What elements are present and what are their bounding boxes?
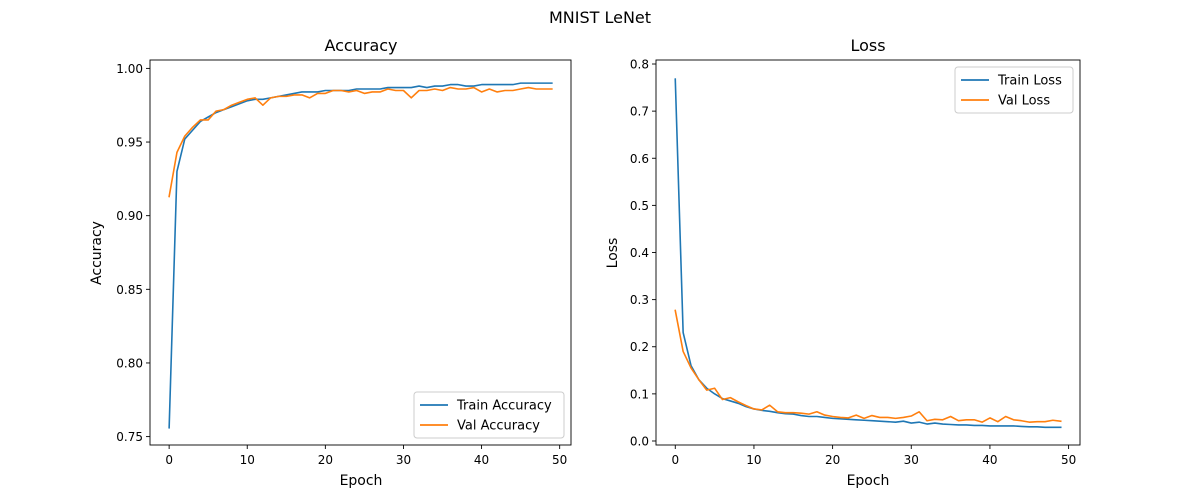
loss-y-tick-label: 0.1 [630,387,649,401]
loss-x-tick-label: 50 [1061,453,1076,467]
accuracy-series-val-line [168,86,553,198]
loss-y-axis-label: Loss [605,238,621,269]
loss-legend: Train Loss Val Loss [954,66,1074,114]
loss-y-tick-label: 0.3 [630,293,649,307]
accuracy-x-tick-label: 20 [318,453,333,467]
loss-y-tick-label: 0.6 [630,152,649,166]
accuracy-x-tick-label: 30 [396,453,411,467]
loss-y-tick-label: 0.4 [630,246,649,260]
loss-x-axis-label: Epoch [847,473,890,489]
loss-series-val-line [674,309,1062,423]
accuracy-x-axis-label: Epoch [340,473,383,489]
accuracy-legend-label: Val Accuracy [457,419,540,434]
accuracy-x-tick-label: 10 [240,453,255,467]
loss-series-train-line [674,78,1062,429]
accuracy-x-tick-label: 0 [165,453,173,467]
loss-y-tick-label: 0.0 [630,434,649,448]
accuracy-y-tick-label: 0.95 [116,136,143,150]
loss-x-tick-label: 40 [982,453,997,467]
accuracy-y-tick-label: 1.00 [116,62,143,76]
loss-panel-title: Loss [850,36,885,55]
accuracy-legend-label: Train Accuracy [456,399,552,414]
loss-y-tick-label: 0.7 [630,105,649,119]
accuracy-panel-title: Accuracy [324,36,397,55]
accuracy-panel: Accuracy Epoch Accuracy 0 10 20 30 40 50 0.75 0… [89,36,572,489]
figure-title: MNIST LeNet [549,8,651,27]
accuracy-y-axis-label: Accuracy [89,221,105,285]
loss-legend-label: Val Loss [998,94,1050,109]
loss-y-tick-label: 0.8 [630,58,649,72]
loss-legend-label: Train Loss [997,74,1062,89]
accuracy-y-tick-label: 0.85 [116,283,143,297]
loss-x-tick-label: 0 [671,453,679,467]
loss-x-tick-label: 30 [904,453,919,467]
loss-x-tick-label: 20 [825,453,840,467]
accuracy-series-train-line [168,82,553,429]
accuracy-y-tick-label: 0.80 [116,356,143,370]
loss-axes-frame [655,59,1081,446]
accuracy-x-tick-label: 40 [474,453,489,467]
accuracy-axes-frame [149,59,572,446]
accuracy-y-tick-label: 0.90 [116,209,143,223]
loss-x-tick-label: 10 [746,453,761,467]
loss-panel: Loss Epoch Loss 0 10 20 30 40 50 0.0 0.1 0.2 0.3 0… [605,36,1081,489]
loss-y-tick-label: 0.2 [630,340,649,354]
accuracy-legend: Train Accuracy Val Accuracy [413,391,565,439]
accuracy-y-tick-label: 0.75 [116,430,143,444]
loss-y-tick-label: 0.5 [630,199,649,213]
accuracy-x-tick-label: 50 [552,453,567,467]
